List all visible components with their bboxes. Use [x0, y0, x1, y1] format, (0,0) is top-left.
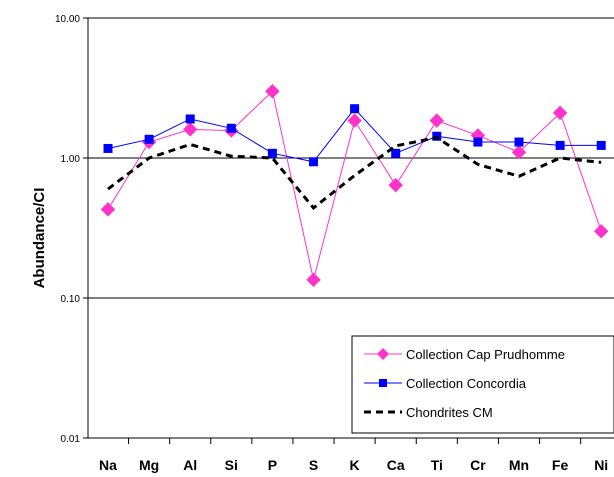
data-point	[593, 223, 609, 239]
plot-area: 10.00 1.00 0.10 0.01 Na Mg Al Si P S K Ca Ti Cr Mn Fe Ni…	[55, 14, 614, 473]
y-tick-label: 1.00	[61, 154, 81, 165]
data-point	[347, 113, 362, 128]
data-point	[388, 177, 403, 193]
data-point	[511, 144, 527, 160]
x-tick-label: P	[268, 457, 277, 473]
data-point	[552, 105, 568, 121]
data-point	[182, 122, 198, 137]
data-point	[350, 104, 360, 114]
legend-label: Collection Concordia	[406, 376, 527, 391]
y-axis-label: Abundance/CI	[31, 188, 48, 289]
data-point	[267, 148, 277, 158]
data-point	[391, 148, 401, 158]
x-tick-label: K	[350, 457, 360, 473]
data-point	[555, 140, 565, 150]
x-tick-label: Cr	[470, 457, 486, 473]
x-tick-label: Si	[225, 457, 238, 473]
y-tick-label: 0.10	[61, 294, 81, 305]
x-tick-label: S	[309, 457, 318, 473]
x-tick-label: Na	[99, 457, 117, 473]
x-tick-label: Ni	[594, 457, 608, 473]
legend-marker	[377, 348, 389, 360]
y-tick-label: 10.00	[55, 14, 80, 25]
x-tick-label: Fe	[552, 457, 569, 473]
data-point	[309, 157, 318, 167]
x-tick-label: Ti	[431, 457, 443, 473]
data-point	[596, 140, 606, 150]
data-point	[144, 134, 154, 144]
y-tick-label: 0.01	[61, 434, 81, 445]
data-point	[100, 202, 116, 217]
data-point	[514, 137, 524, 147]
legend-label: Collection Cap Prudhomme	[406, 347, 565, 362]
legend-box	[351, 335, 614, 434]
x-tick-label: Al	[183, 457, 197, 473]
data-point	[226, 123, 236, 133]
data-point	[265, 83, 280, 99]
data-point	[103, 143, 113, 153]
x-tick-label: Ca	[387, 457, 405, 473]
series-line	[107, 135, 602, 211]
data-point	[429, 113, 445, 128]
data-point	[306, 272, 321, 287]
x-tick-label: Mg	[139, 457, 159, 473]
data-point	[185, 114, 195, 124]
data-point	[473, 137, 483, 147]
x-tick-label: Mn	[509, 457, 529, 473]
legend-label: Chondrites CM	[406, 405, 493, 420]
legend-marker	[379, 379, 387, 387]
